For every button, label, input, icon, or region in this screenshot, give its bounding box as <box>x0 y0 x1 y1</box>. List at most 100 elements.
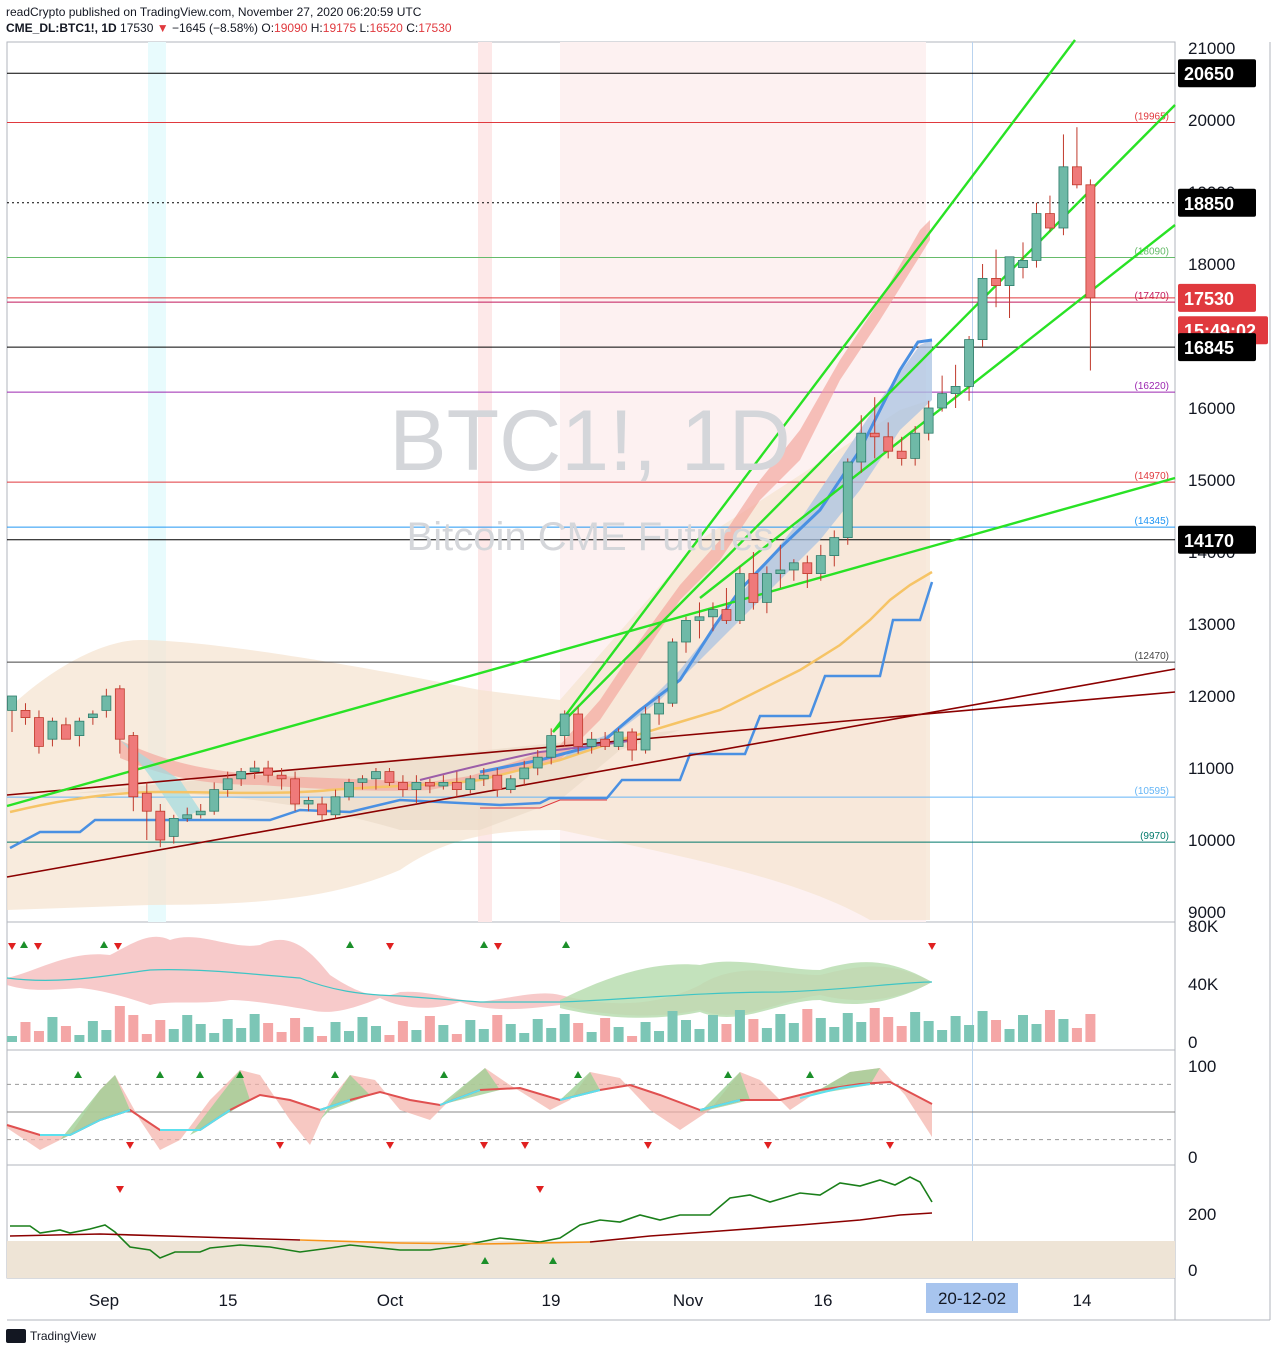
volume-bar <box>748 1019 759 1042</box>
volume-bar <box>600 1018 611 1042</box>
pane-2 <box>6 1049 1176 1166</box>
volume-bar <box>465 1020 476 1042</box>
candle <box>236 771 247 780</box>
stoch-k-line <box>559 1089 601 1101</box>
candle <box>694 616 705 621</box>
volume-bar <box>1018 1015 1028 1042</box>
up-arrow-icon <box>480 941 488 948</box>
candle <box>303 800 314 805</box>
candle <box>681 620 691 643</box>
down-arrow-icon <box>386 943 394 950</box>
x-tick-label: Nov <box>673 1291 704 1310</box>
volume-bar <box>182 1015 193 1042</box>
down-arrow-icon <box>480 1142 488 1149</box>
obv-ma-line <box>299 1239 591 1245</box>
candle <box>168 818 179 837</box>
volume-bar <box>842 1013 853 1042</box>
volume-bar <box>236 1028 247 1042</box>
price-line-label: (9970) <box>1140 831 1169 842</box>
y-tick-label: 0 <box>1188 1148 1197 1167</box>
volume-bar <box>546 1028 557 1042</box>
volume-bar <box>627 1036 638 1042</box>
candle <box>74 720 85 737</box>
up-arrow-icon <box>574 1071 582 1078</box>
tradingview-brand[interactable]: TradingView <box>6 1329 96 1343</box>
volume-bar <box>20 1022 31 1042</box>
price-line-label: (14345) <box>1135 516 1169 527</box>
volume-bar <box>1085 1014 1096 1042</box>
y-tick-label: 100 <box>1188 1057 1216 1076</box>
candle <box>155 810 166 841</box>
up-arrow-icon <box>196 1071 204 1078</box>
up-arrow-icon <box>562 941 570 948</box>
candle <box>708 609 718 618</box>
candle <box>344 782 354 798</box>
candle <box>640 713 651 751</box>
volume-bar <box>195 1024 206 1042</box>
y-tick-label: 20000 <box>1188 111 1235 130</box>
y-tick-label: 16000 <box>1188 399 1235 418</box>
volume-bar <box>991 1020 1002 1042</box>
low-value: 16520 <box>369 21 403 35</box>
y-tick-label: 200 <box>1188 1205 1216 1224</box>
price-badge <box>1178 188 1256 217</box>
volume-bar <box>694 1029 705 1042</box>
stoch-band <box>60 1068 880 1140</box>
orange-ma-line <box>9 570 933 814</box>
candle <box>883 436 894 452</box>
candle <box>465 778 476 790</box>
volume-bar <box>964 1025 975 1042</box>
trendline <box>6 476 1176 808</box>
price-line-label: (17470) <box>1135 291 1169 302</box>
down-arrow-icon <box>536 1186 544 1193</box>
candle <box>775 569 786 574</box>
candle <box>613 731 624 747</box>
candle <box>735 573 745 621</box>
volume-bar <box>209 1033 220 1042</box>
candle <box>586 738 597 747</box>
down-arrow-icon <box>386 1142 394 1149</box>
candle <box>114 688 125 740</box>
volume-bar <box>33 1031 44 1042</box>
watermark-title: BTC1!, 1D <box>389 393 790 489</box>
volume-bar <box>344 1031 354 1042</box>
candle <box>627 731 637 751</box>
candle <box>263 767 274 776</box>
price-badge <box>1178 333 1256 362</box>
up-arrow-icon <box>346 941 354 948</box>
candle <box>950 385 961 394</box>
y-tick-label: 15000 <box>1188 471 1235 490</box>
candle <box>47 720 58 740</box>
candle <box>654 702 664 715</box>
down-arrow-icon: ▼ <box>156 21 169 35</box>
candle <box>600 738 611 747</box>
date-badge-label: 20-12-02 <box>938 1289 1006 1308</box>
candle <box>398 782 408 791</box>
x-tick-label: 16 <box>814 1291 833 1310</box>
candle <box>209 789 220 812</box>
candle <box>438 782 449 787</box>
down-arrow-icon <box>276 1142 284 1149</box>
stoch-d-line <box>6 1080 933 1136</box>
candle <box>896 450 907 459</box>
candle <box>249 767 260 772</box>
volume-bar <box>397 1021 408 1042</box>
candle <box>7 695 17 711</box>
obv-ma-line <box>589 1212 933 1243</box>
candle <box>842 461 853 538</box>
volume-bar <box>923 1021 934 1042</box>
volume-bar <box>330 1022 341 1042</box>
volume-ma-line <box>6 969 933 1003</box>
y-tick-label: 12000 <box>1188 687 1235 706</box>
candle <box>815 555 826 574</box>
candle <box>573 713 584 747</box>
volume-bar <box>734 1010 745 1042</box>
price-badge-label: 17530 <box>1184 289 1234 309</box>
candle <box>829 537 840 556</box>
volume-bar <box>60 1026 71 1042</box>
volume-bar <box>317 1036 328 1042</box>
candle <box>761 573 772 603</box>
volume-bar <box>249 1014 260 1042</box>
x-tick-label: 19 <box>542 1291 561 1310</box>
